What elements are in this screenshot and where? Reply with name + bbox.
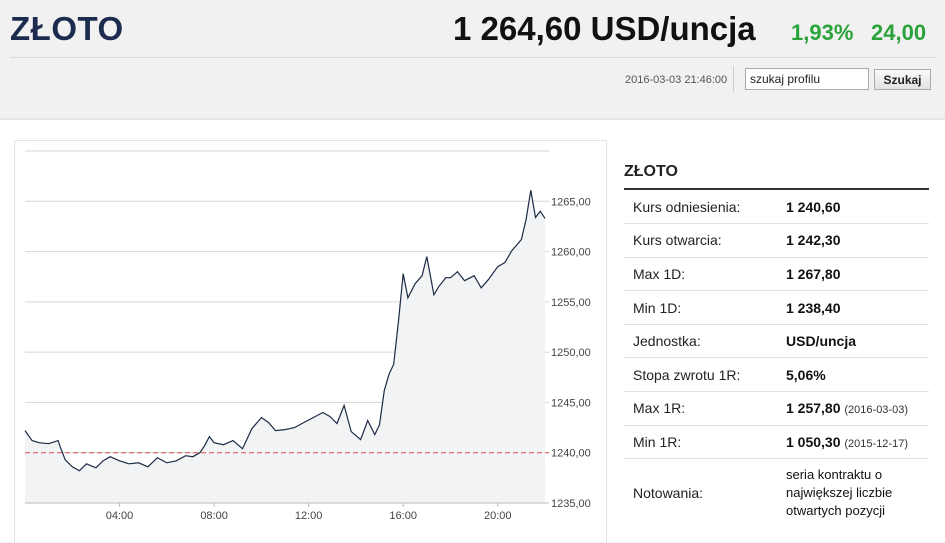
y-tick-label: 1240,00 [551,448,591,460]
change-absolute: 24,00 [871,20,927,45]
info-row: Min 1R: 1 050,30 (2015-12-17) [624,425,929,460]
info-value: USD/uncja [778,324,929,359]
info-label: Min 1R: [624,425,778,460]
info-row-notowania: Notowania: seria kontraktu o największej … [624,459,929,527]
info-row: Max 1R: 1 257,80 (2016-03-03) [624,391,929,426]
info-value: 1 257,80 (2016-03-03) [778,391,929,426]
y-tick-label: 1260,00 [551,247,591,259]
series-line [24,190,546,472]
quote-timestamp: 2016-03-03 21:46:00 [625,74,728,86]
info-label: Kurs odniesienia: [624,190,778,225]
info-label: Kurs otwarcia: [624,223,778,258]
info-value: 1 240,60 [778,190,929,225]
price-chart: 1235,00 1240,00 1245,00 1250,00 1255,00 1260,… [14,140,607,542]
info-label: Max 1D: [624,257,778,292]
info-title: ZŁOTO [624,163,678,180]
header-divider [10,57,935,58]
info-row: Stopa zwrotu 1R: 5,06% [624,357,929,393]
x-tick-label: 08:00 [200,510,228,522]
info-value: 1 050,30 (2015-12-17) [778,425,929,460]
info-table: Kurs odniesienia: 1 240,60 Kurs otwarcia:… [624,190,929,527]
info-row: Min 1D: 1 238,40 [624,290,929,325]
y-tick-label: 1265,00 [551,196,591,208]
info-date: (2015-12-17) [844,437,908,450]
info-label: Stopa zwrotu 1R: [624,357,778,393]
search-separator [733,66,734,92]
change-percent: 1,93% [791,20,854,45]
info-label: Max 1R: [624,391,778,426]
info-value: 1 238,40 [778,290,929,325]
series-area [25,190,545,503]
y-tick-label: 1250,00 [551,347,591,359]
y-tick-label: 1255,00 [551,297,591,309]
y-tick-label: 1245,00 [551,397,591,409]
info-title-rule [624,188,929,190]
page-title: ZŁOTO [10,10,124,47]
info-value: seria kontraktu o największej liczbie ot… [786,467,893,518]
search-input[interactable] [745,68,869,90]
info-value: 5,06% [778,357,929,393]
y-tick-label: 1235,00 [551,498,591,510]
info-row: Jednostka: USD/uncja [624,324,929,359]
info-row: Max 1D: 1 267,80 [624,257,929,292]
info-value: 1 242,30 [778,223,929,258]
info-row: Kurs odniesienia: 1 240,60 [624,190,929,225]
info-row: Kurs otwarcia: 1 242,30 [624,223,929,258]
info-label: Notowania: [633,485,704,501]
search-button[interactable]: Szukaj [874,69,931,90]
x-tick-label: 20:00 [484,510,512,522]
x-tick-label: 12:00 [295,510,323,522]
info-label: Jednostka: [624,324,778,359]
info-value: 1 267,80 [778,257,929,292]
info-label: Min 1D: [624,290,778,325]
x-tick-label: 16:00 [389,510,417,522]
header: ZŁOTO 1 264,60 USD/uncja 1,93% 24,00 201… [0,0,945,100]
current-price: 1 264,60 USD/uncja [453,10,756,47]
x-tick-label: 04:00 [106,510,134,522]
info-date: (2016-03-03) [844,404,908,417]
chart-svg: 1235,00 1240,00 1245,00 1250,00 1255,00 1260,… [24,150,591,522]
